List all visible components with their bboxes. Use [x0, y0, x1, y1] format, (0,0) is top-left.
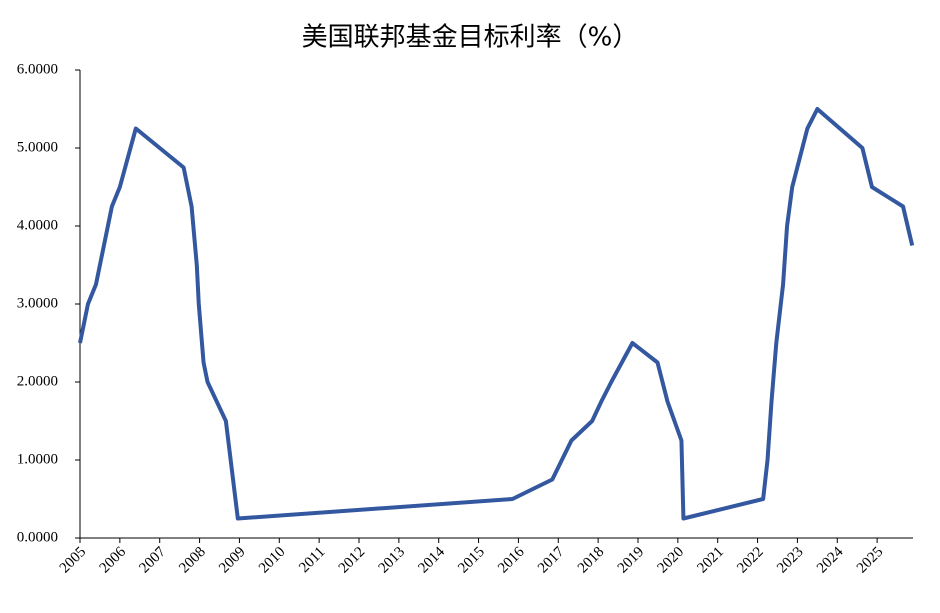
- x-tick-label: 2023: [774, 544, 807, 577]
- y-tick-label: 0.0000: [17, 529, 58, 545]
- y-tick-label: 5.0000: [17, 139, 58, 155]
- y-tick-label: 6.0000: [17, 61, 58, 77]
- line-series: [78, 107, 915, 521]
- y-tick-label: 4.0000: [17, 217, 58, 233]
- x-tick-label: 2012: [336, 544, 369, 577]
- x-tick-label: 2005: [57, 544, 90, 577]
- x-tick-label: 2013: [376, 544, 409, 577]
- x-tick-label: 2010: [256, 544, 289, 577]
- x-tick-label: 2008: [176, 544, 209, 577]
- x-tick-label: 2016: [495, 544, 528, 577]
- x-tick-label: 2007: [136, 544, 169, 577]
- x-tick-label: 2019: [615, 544, 648, 577]
- x-tick-label: 2011: [296, 544, 328, 576]
- x-tick-label: 2014: [415, 544, 448, 577]
- x-tick-label: 2009: [216, 544, 249, 577]
- y-tick-label: 2.0000: [17, 373, 58, 389]
- x-tick-label: 2018: [575, 544, 608, 577]
- x-tick-label: 2025: [854, 544, 887, 577]
- x-tick-label: 2021: [694, 544, 727, 577]
- x-tick-label: 2015: [455, 544, 488, 577]
- x-tick-label: 2017: [535, 544, 568, 577]
- x-tick-label: 2006: [97, 544, 130, 577]
- x-tick-label: 2022: [734, 544, 767, 577]
- chart-title: 美国联邦基金目标利率（%）: [302, 23, 639, 53]
- x-tick-label: 2020: [655, 544, 688, 577]
- x-tick-label: 2024: [814, 544, 847, 577]
- y-tick-label: 3.0000: [17, 295, 58, 311]
- y-tick-label: 1.0000: [17, 451, 58, 467]
